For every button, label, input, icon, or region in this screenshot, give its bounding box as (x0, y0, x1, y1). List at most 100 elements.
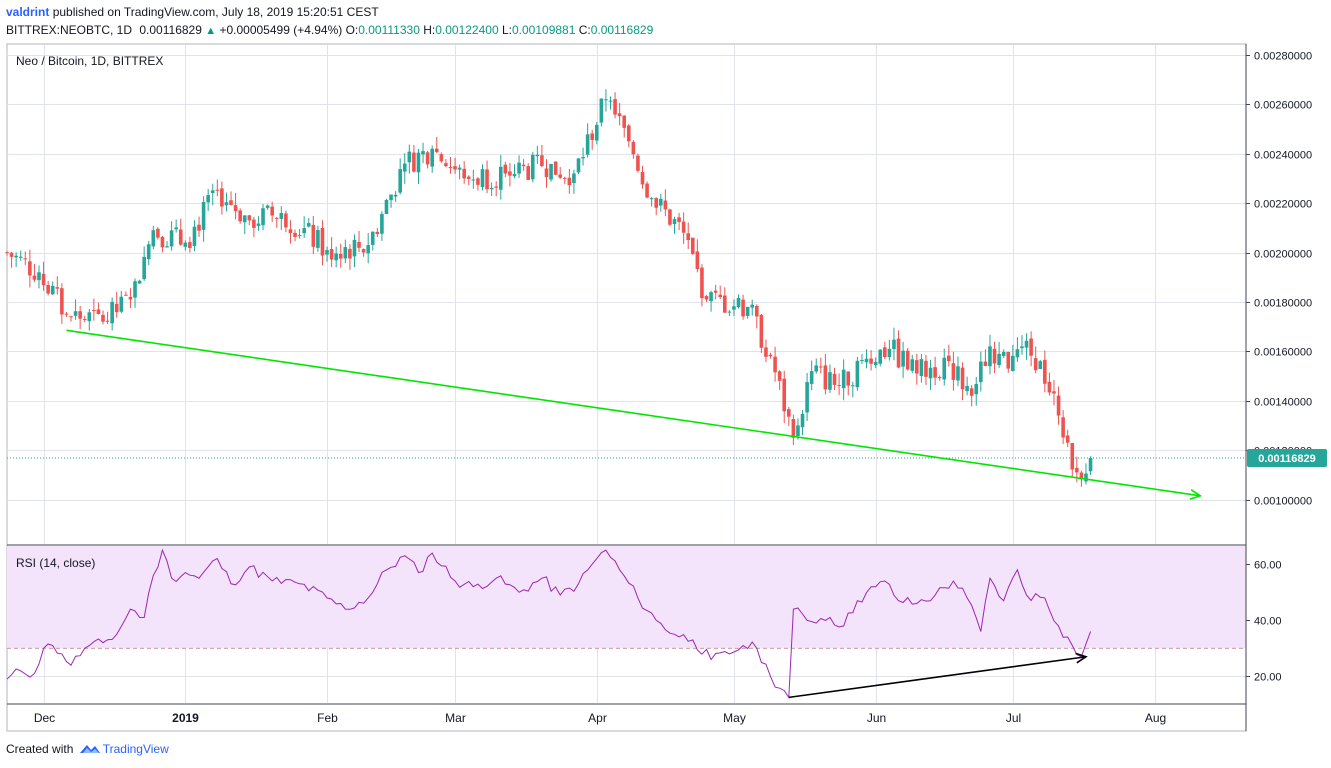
candle-body (55, 287, 60, 289)
rsi-tick-label: 20.00 (1254, 672, 1282, 684)
candle-body (389, 194, 393, 201)
candle-body (320, 227, 325, 256)
candle-body (553, 161, 558, 175)
candle (133, 278, 137, 308)
candle (718, 285, 723, 300)
candle-body (233, 205, 238, 212)
candle-body (709, 292, 713, 302)
candle (819, 357, 823, 374)
candle-body (759, 314, 764, 348)
candle (1006, 351, 1011, 373)
candle-body (265, 205, 270, 208)
candle (764, 339, 768, 363)
candle-body (681, 221, 686, 233)
y-tick-label: 0.00180000 (1254, 298, 1312, 310)
candle-body (1020, 346, 1024, 349)
candle-body (297, 235, 302, 237)
candle-body (750, 304, 755, 308)
candle (82, 315, 87, 323)
candle (174, 219, 178, 233)
candle (704, 294, 709, 303)
price-trend-arrowhead (1189, 489, 1203, 500)
candle (663, 189, 668, 216)
author-name[interactable]: valdrint (6, 5, 50, 19)
candle (883, 341, 887, 360)
candle-body (444, 163, 448, 167)
candle (992, 341, 997, 374)
candle (1052, 379, 1056, 406)
candle (768, 352, 773, 359)
rsi-tick-label: 60.00 (1254, 560, 1282, 572)
candle (997, 341, 1001, 368)
tradingview-logo-icon (79, 742, 101, 757)
candle-body (421, 151, 425, 155)
candle-body (229, 200, 233, 205)
candle-body (787, 409, 791, 417)
candle-body (581, 157, 585, 159)
candle (1015, 337, 1020, 362)
candle (928, 359, 933, 390)
candle-body (690, 237, 695, 254)
candle-body (937, 377, 942, 379)
candle (960, 362, 965, 401)
x-tick-label: Feb (317, 711, 338, 725)
candle-body (357, 241, 361, 248)
candle (279, 206, 284, 230)
candle-body (722, 295, 727, 313)
candle-body (1061, 417, 1065, 438)
candle-body (416, 152, 421, 173)
candle (366, 233, 370, 264)
candle-body (92, 309, 96, 311)
candle (498, 154, 503, 200)
candle-body (151, 230, 156, 247)
candle-body (828, 372, 832, 390)
candle (412, 144, 416, 173)
candle-body (329, 249, 334, 260)
candle-body (105, 320, 110, 322)
candle-body (96, 309, 101, 315)
tradingview-brand[interactable]: TradingView (102, 742, 169, 756)
candle (828, 364, 832, 393)
candle (755, 304, 759, 329)
candle-body (325, 250, 329, 255)
rsi-line (6, 548, 1092, 699)
candle-body (965, 385, 969, 392)
candle-body (572, 173, 576, 183)
candle-body (480, 169, 485, 188)
candle-body (5, 252, 9, 254)
candle (636, 153, 640, 173)
candle (919, 353, 924, 383)
candle-body (201, 201, 206, 230)
candle (722, 287, 727, 313)
candle (549, 163, 553, 182)
candle (672, 216, 677, 234)
candle-body (279, 212, 284, 219)
x-tick-label: Aug (1145, 711, 1166, 725)
candle (375, 228, 380, 238)
y-tick-label: 0.00200000 (1254, 249, 1312, 261)
candle (805, 372, 809, 421)
candle (402, 153, 407, 184)
candle-body (878, 349, 883, 364)
candle-body (832, 373, 837, 385)
candle (851, 381, 855, 398)
rsi-trendline[interactable] (788, 652, 1088, 699)
publication-header: valdrint published on TradingView.com, J… (6, 5, 379, 19)
candle (329, 237, 334, 268)
candle-body (192, 226, 197, 246)
candle (727, 310, 732, 316)
candle-body (210, 190, 215, 194)
candle (448, 156, 453, 174)
candle (1070, 442, 1075, 477)
candle (201, 196, 206, 242)
candle-body (544, 168, 549, 178)
candle (887, 339, 892, 361)
open-value: 0.00111330 (358, 23, 420, 37)
candle-body (370, 231, 375, 245)
high-value: 0.00122400 (435, 23, 499, 37)
candle-body (1052, 391, 1056, 394)
candle (809, 360, 814, 391)
rsi-trend-segment (788, 655, 1087, 699)
price-trendline[interactable] (66, 329, 1203, 500)
